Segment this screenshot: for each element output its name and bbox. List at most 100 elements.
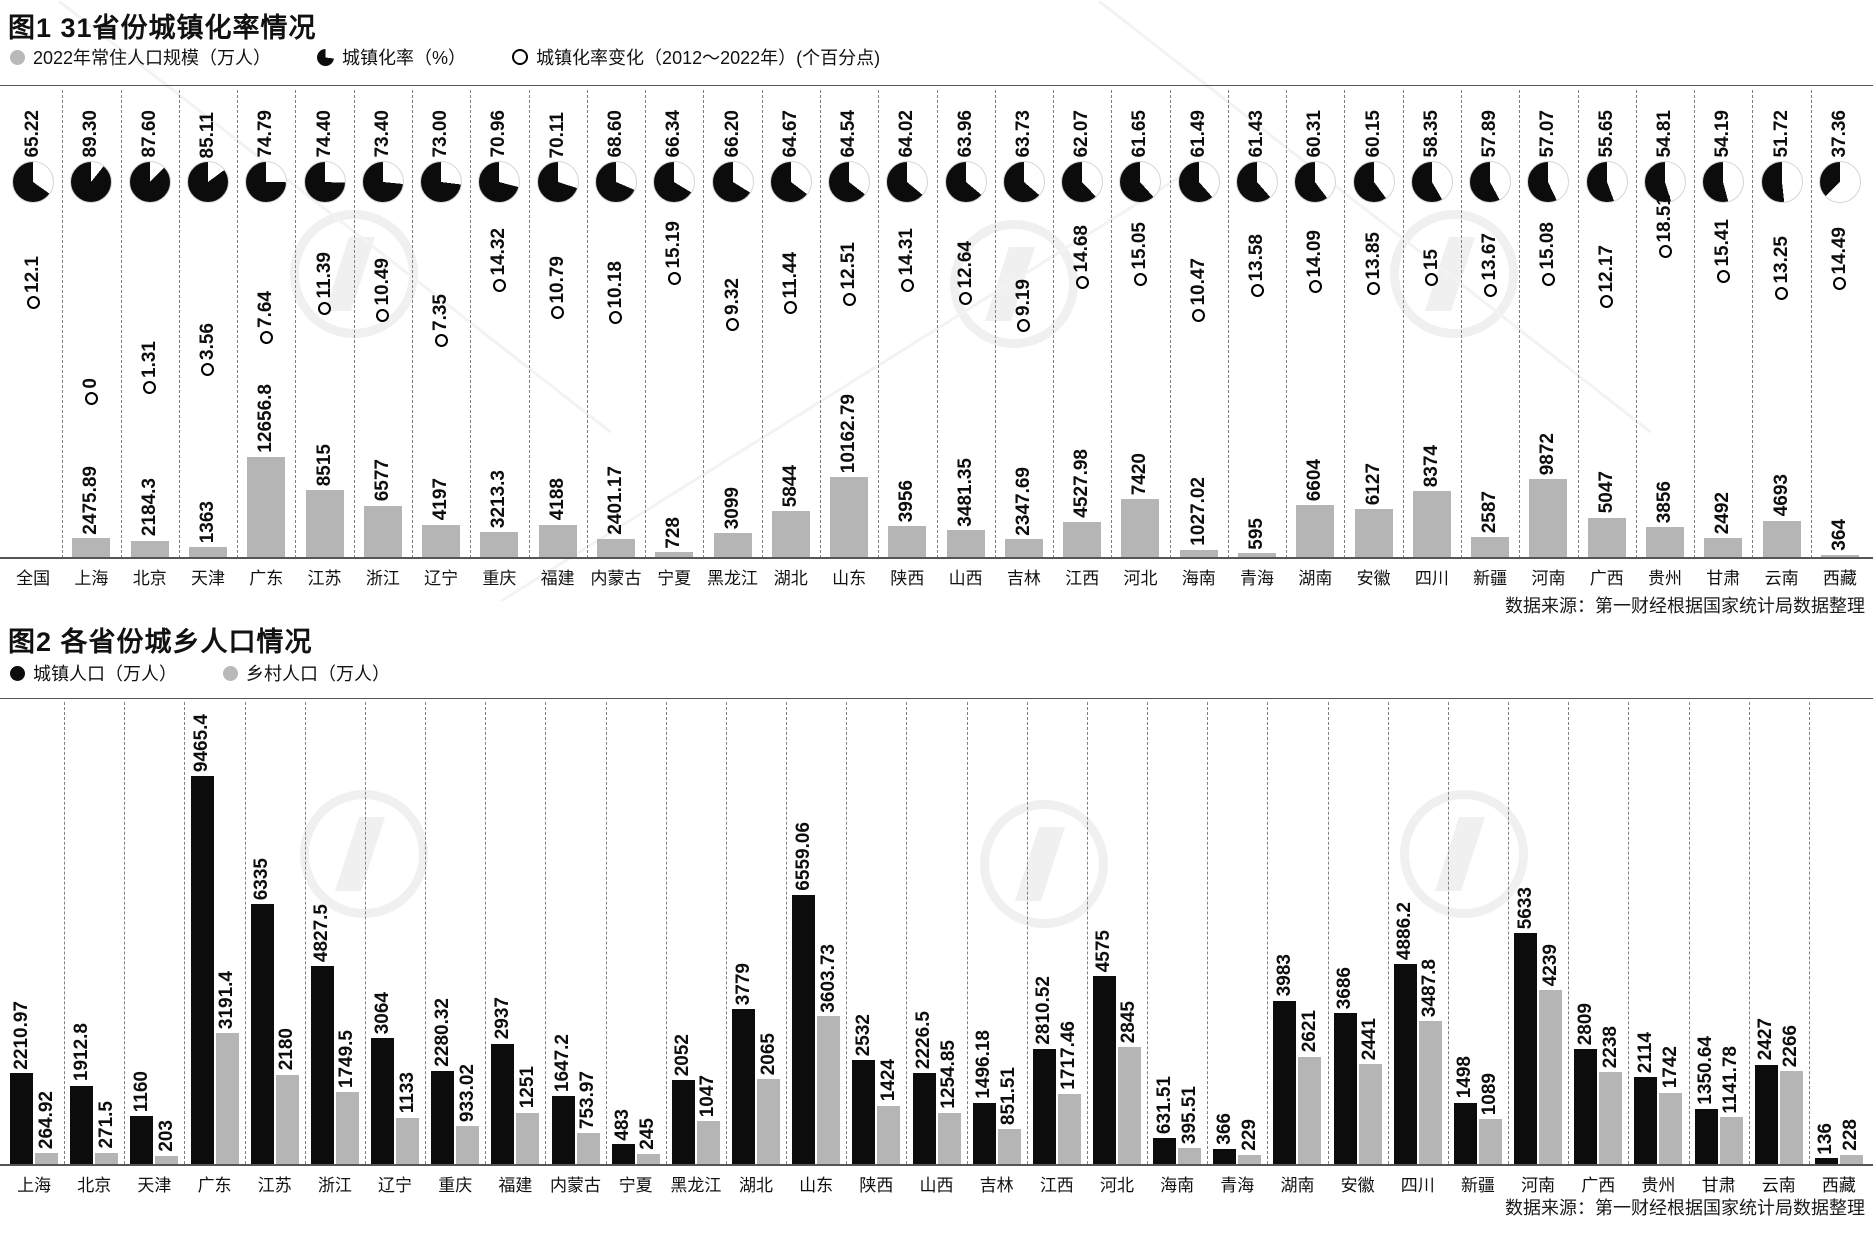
chart2-top-rule xyxy=(0,698,1873,699)
urbanization-rate-label: 62.07 xyxy=(1071,110,1093,158)
rural-value-label: 1749.5 xyxy=(336,1030,358,1089)
urbanization-rate-pie xyxy=(1177,161,1220,203)
rural-population-bar xyxy=(937,1112,961,1164)
column-separator xyxy=(1286,90,1288,558)
column-separator xyxy=(725,702,727,1164)
urban-population-bar xyxy=(1694,1108,1718,1164)
population-bar xyxy=(1587,517,1626,558)
urbanization-rate-pie xyxy=(886,161,929,203)
column-separator xyxy=(665,702,667,1164)
rural-population-bar xyxy=(1539,990,1563,1164)
province-label: 内蒙古 xyxy=(590,569,642,588)
change-value-label: 3.56 xyxy=(196,323,218,361)
population-value-label: 1027.02 xyxy=(1187,477,1209,546)
change-value-label: 15.19 xyxy=(663,221,685,269)
population-bar xyxy=(946,530,985,558)
urban-population-bar xyxy=(431,1070,455,1164)
population-value-label: 2587 xyxy=(1479,491,1501,534)
province-label: 北京 xyxy=(77,1176,112,1195)
urban-population-bar xyxy=(1453,1102,1477,1164)
population-value-label: 6127 xyxy=(1362,462,1384,506)
population-bar xyxy=(1471,537,1510,558)
column-separator xyxy=(1808,702,1810,1164)
rural-value-label: 245 xyxy=(637,1118,659,1150)
urban-value-label: 2052 xyxy=(672,1033,694,1076)
urbanization-rate-label: 85.11 xyxy=(196,111,218,159)
population-bar xyxy=(1762,520,1801,558)
urban-population-bar xyxy=(611,1144,635,1164)
rural-population-bar xyxy=(636,1153,660,1164)
change-ring-marker xyxy=(1308,280,1322,294)
change-ring-marker xyxy=(726,317,740,331)
change-ring-marker xyxy=(1833,277,1847,291)
change-value-label: 12.17 xyxy=(1595,244,1617,293)
watermark-logo xyxy=(980,800,1108,928)
rural-value-label: 228 xyxy=(1840,1118,1862,1151)
province-label: 四川 xyxy=(1400,1176,1435,1195)
province-label: 山东 xyxy=(799,1176,834,1195)
rural-population-bar xyxy=(1779,1071,1803,1164)
province-label: 陕西 xyxy=(890,569,925,588)
population-value-label: 3099 xyxy=(721,487,743,530)
province-label: 河南 xyxy=(1521,1176,1556,1195)
rural-population-bar xyxy=(335,1092,359,1164)
rural-value-label: 2065 xyxy=(757,1033,779,1076)
column-separator xyxy=(1111,90,1113,558)
column-separator xyxy=(1327,702,1329,1164)
urbanization-rate-label: 64.67 xyxy=(779,110,801,158)
population-value-label: 364 xyxy=(1828,519,1850,552)
column-separator xyxy=(1053,90,1055,558)
column-separator xyxy=(761,90,763,558)
province-label: 北京 xyxy=(132,569,167,588)
province-label: 青海 xyxy=(1220,1176,1255,1195)
urban-value-label: 3064 xyxy=(371,992,393,1035)
change-value-label: 18.51 xyxy=(1654,194,1676,243)
change-value-label: 13.58 xyxy=(1246,233,1268,282)
rural-population-bar xyxy=(997,1129,1021,1164)
change-ring-marker xyxy=(201,363,215,377)
rural-population-bar xyxy=(757,1079,781,1164)
column-separator xyxy=(586,90,588,558)
province-label: 吉林 xyxy=(979,1176,1014,1195)
population-value-label: 8515 xyxy=(313,443,335,487)
province-label: 江西 xyxy=(1039,1176,1074,1195)
change-value-label: 1.31 xyxy=(138,341,160,379)
population-value-label: 5844 xyxy=(779,465,801,508)
province-label: 四川 xyxy=(1414,569,1449,588)
urbanization-rate-pie xyxy=(128,161,171,203)
chart1-legend: 2022年常住人口规模（万人） 城镇化率（%） 城镇化率变化（2012～2022… xyxy=(10,44,880,70)
urban-population-bar xyxy=(792,895,816,1164)
rural-population-bar xyxy=(275,1074,299,1164)
population-value-label: 3856 xyxy=(1654,480,1676,524)
rural-population-bar xyxy=(1659,1092,1683,1164)
column-separator xyxy=(1147,702,1149,1164)
chart2-baseline xyxy=(0,1164,1873,1166)
urban-population-bar xyxy=(371,1038,395,1164)
change-value-label: 12.51 xyxy=(838,242,860,290)
change-ring-marker xyxy=(842,292,856,306)
urbanization-rate-pie xyxy=(1352,161,1395,203)
change-value-label: 11.44 xyxy=(779,251,801,299)
urbanization-rate-pie xyxy=(303,161,346,203)
population-value-label: 8374 xyxy=(1420,444,1442,488)
urban-value-label: 2226.5 xyxy=(913,1010,934,1069)
change-value-label: 12.64 xyxy=(954,241,976,289)
province-label: 上海 xyxy=(17,1176,52,1195)
change-value-label: 14.49 xyxy=(1828,226,1850,275)
province-label: 江苏 xyxy=(257,1176,292,1195)
column-separator xyxy=(62,90,64,558)
rural-value-label: 203 xyxy=(155,1119,177,1152)
rural-value-label: 851.51 xyxy=(998,1066,1020,1126)
gray-dot-icon xyxy=(223,665,238,681)
rural-population-bar xyxy=(1358,1063,1382,1164)
urban-population-bar xyxy=(491,1043,515,1164)
change-ring-marker xyxy=(609,311,623,325)
urban-value-label: 2114 xyxy=(1634,1032,1656,1074)
column-separator xyxy=(1447,702,1449,1164)
province-label: 云南 xyxy=(1764,569,1799,588)
column-separator xyxy=(178,90,180,558)
urbanization-rate-pie xyxy=(12,161,55,203)
column-separator xyxy=(304,702,306,1164)
province-label: 湖北 xyxy=(739,1176,774,1195)
urbanization-rate-label: 74.40 xyxy=(313,110,335,158)
